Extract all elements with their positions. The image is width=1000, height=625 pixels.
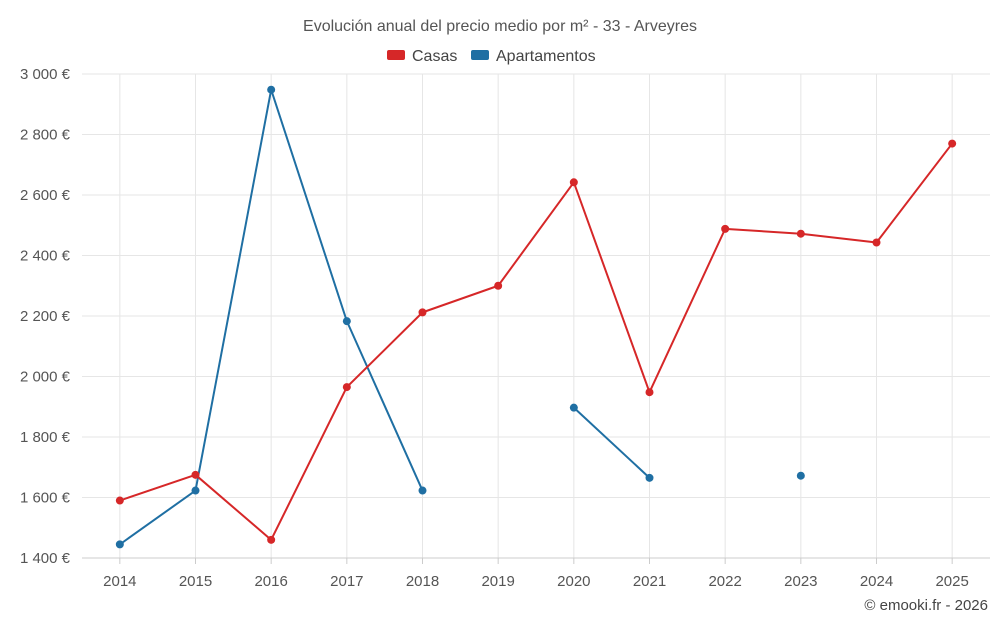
data-point-apartamentos[interactable] (342, 317, 351, 326)
x-tick-label: 2019 (481, 573, 514, 590)
grid (82, 73, 990, 558)
data-point-casas[interactable] (267, 535, 276, 544)
legend-label-casas: Casas (412, 48, 457, 65)
legend-label-apartamentos: Apartamentos (496, 48, 596, 65)
y-tick-label: 2 000 € (20, 369, 71, 386)
data-point-casas[interactable] (191, 470, 200, 479)
x-tick-label: 2025 (935, 573, 968, 590)
credit: © emooki.fr - 2026 (864, 597, 988, 614)
series-line-apartamentos (573, 406, 651, 479)
data-point-apartamentos[interactable] (267, 85, 276, 94)
data-point-casas[interactable] (342, 383, 351, 392)
data-point-casas[interactable] (418, 308, 427, 317)
data-point-casas[interactable] (494, 281, 503, 290)
y-tick-label: 3 000 € (20, 66, 71, 83)
data-point-casas[interactable] (872, 238, 881, 247)
x-tick-label: 2016 (254, 573, 287, 590)
y-axis: 1 400 € 1 600 € 1 800 € 2 000 € 2 200 € 2 400… (20, 66, 71, 567)
y-tick-label: 1 800 € (20, 429, 71, 446)
y-tick-label: 1 400 € (20, 550, 71, 567)
x-tick-label: 2017 (330, 573, 363, 590)
x-tick-label: 2015 (179, 573, 212, 590)
series-apartamentos (115, 85, 805, 549)
data-point-casas[interactable] (115, 496, 124, 505)
legend-item-casas[interactable]: Casas (387, 48, 457, 65)
data-point-casas[interactable] (645, 388, 654, 397)
y-tick-label: 2 400 € (20, 248, 71, 265)
data-point-casas[interactable] (569, 178, 578, 187)
x-tick-label: 2018 (406, 573, 439, 590)
data-point-apartamentos[interactable] (569, 403, 578, 412)
data-point-apartamentos[interactable] (418, 486, 427, 495)
x-tick-label: 2014 (103, 573, 136, 590)
data-point-casas[interactable] (948, 139, 957, 148)
y-tick-label: 2 600 € (20, 187, 71, 204)
data-point-casas[interactable] (796, 229, 805, 238)
data-point-apartamentos[interactable] (796, 471, 805, 480)
x-tick-label: 2020 (557, 573, 590, 590)
data-point-apartamentos[interactable] (115, 540, 124, 549)
y-tick-label: 1 600 € (20, 490, 71, 507)
legend-swatch-casas (387, 50, 405, 60)
y-tick-label: 2 200 € (20, 308, 71, 325)
data-point-apartamentos[interactable] (191, 486, 200, 495)
data-point-casas[interactable] (721, 224, 730, 233)
legend-swatch-apartamentos (471, 50, 489, 60)
x-axis: 2014 2015 2016 2017 2018 2019 2020 2021 2022 2023… (82, 557, 990, 590)
y-tick-label: 2 800 € (20, 127, 71, 144)
series-layer (115, 85, 957, 549)
x-tick-label: 2021 (633, 573, 666, 590)
data-point-apartamentos[interactable] (645, 473, 654, 482)
x-tick-label: 2024 (860, 573, 893, 590)
x-tick-label: 2023 (784, 573, 817, 590)
legend: Casas Apartamentos (387, 48, 596, 65)
x-tick-label: 2022 (708, 573, 741, 590)
legend-item-apartamentos[interactable]: Apartamentos (471, 48, 596, 65)
series-casas (115, 139, 957, 544)
series-line-casas (119, 142, 953, 541)
chart-title: Evolución anual del precio medio por m² … (303, 18, 697, 35)
